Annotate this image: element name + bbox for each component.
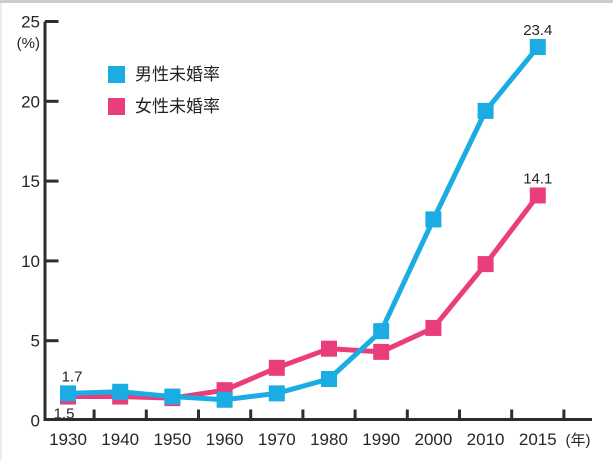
male-data-point [164,388,181,405]
female-data-point [529,187,546,204]
female-series-swatch [108,98,125,115]
chart-legend: 男性未婚率 女性未婚率 [108,66,220,130]
y-tick-label: 5 [31,332,40,351]
y-tick-label: 10 [21,252,40,271]
male-data-point [60,385,76,402]
legend-item-male: 男性未婚率 [108,66,220,83]
x-tick-label: 1970 [258,430,296,449]
female-series-line [68,193,540,401]
male-series-line [67,45,540,403]
male-data-point [425,211,442,228]
x-tick-label: 2015 [519,430,557,449]
female-data-point [425,319,442,336]
male-series-swatch [108,66,125,83]
x-axis-unit-label: (年) [566,432,591,449]
point-label: 1.5 [54,406,75,423]
x-tick-label: 1950 [153,430,191,449]
y-tick-label: 15 [21,172,40,191]
female-series-label: 女性未婚率 [135,97,220,116]
male-series-label: 男性未婚率 [135,65,220,84]
point-label: 14.1 [523,170,552,187]
male-data-point [321,371,337,388]
point-label: 23.4 [523,22,552,39]
page-top-edge [0,0,613,3]
point-label: 1.7 [62,368,83,385]
y-axis-unit-label: (%) [17,35,40,52]
x-tick-label: 1960 [206,430,244,449]
male-data-point [373,323,390,340]
female-data-point [321,340,337,357]
male-data-point [216,391,233,408]
y-tick-label: 25 [21,13,40,32]
x-tick-label: 1940 [101,430,139,449]
page-left-edge [0,3,2,460]
male-data-point [529,39,546,56]
male-data-point [112,383,129,400]
x-tick-label: 1930 [49,430,87,449]
y-tick-label: 0 [31,412,40,431]
female-data-point [477,256,494,273]
female-data-point [373,343,390,360]
x-tick-label: 2010 [467,430,505,449]
male-data-point [268,385,285,402]
legend-item-female: 女性未婚率 [108,98,220,115]
x-tick-label: 2000 [414,430,452,449]
female-data-point [268,359,285,376]
x-tick-label: 1980 [310,430,348,449]
y-tick-label: 20 [21,92,40,111]
male-data-point [477,102,494,119]
x-tick-label: 1990 [362,430,400,449]
